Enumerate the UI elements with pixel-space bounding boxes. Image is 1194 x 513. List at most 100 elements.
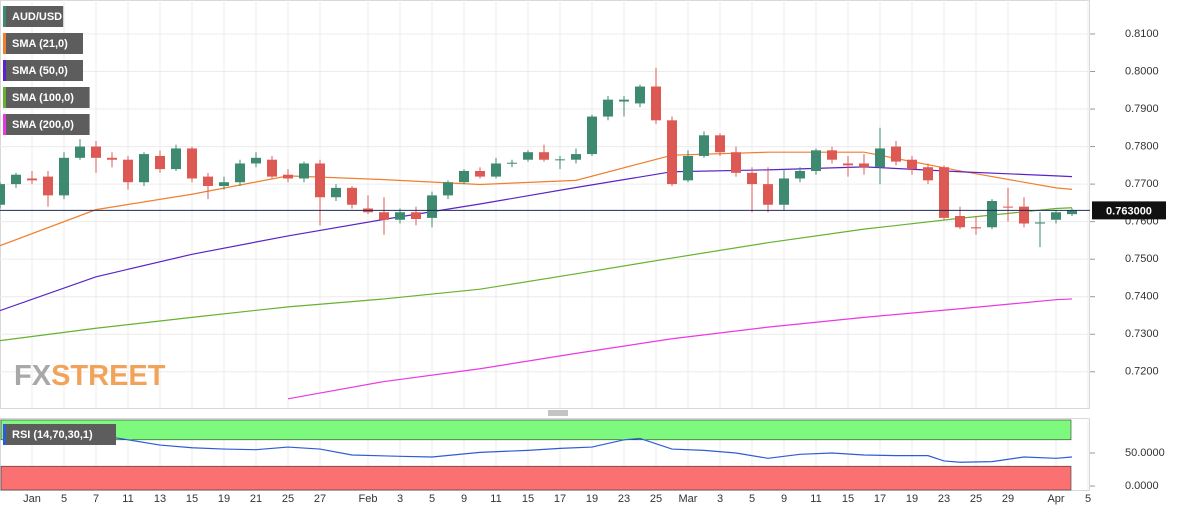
legend-label: SMA (100,0) xyxy=(12,92,74,104)
x-tick-label: 5 xyxy=(749,493,755,505)
last-price-label: 0.763000 xyxy=(1106,205,1152,217)
legend-box[interactable] xyxy=(3,6,64,27)
legend-box[interactable] xyxy=(3,424,116,445)
candle-body xyxy=(283,174,293,179)
candle-body xyxy=(203,176,213,186)
x-tick-label: 25 xyxy=(650,493,662,505)
x-tick-label: 7 xyxy=(93,493,99,505)
candle-body xyxy=(11,174,21,185)
candle-body xyxy=(795,170,805,179)
candle-body xyxy=(187,148,197,179)
legend-box[interactable] xyxy=(3,60,83,81)
legend-label: SMA (200,0) xyxy=(12,119,74,131)
candle-body xyxy=(507,162,517,164)
legend-swatch xyxy=(3,60,6,81)
candle-body xyxy=(843,163,853,166)
x-tick-label: 17 xyxy=(874,493,886,505)
legend-label: RSI (14,70,30,1) xyxy=(12,429,93,441)
x-tick-label: 5 xyxy=(1085,493,1091,505)
x-tick-label: 11 xyxy=(490,493,501,505)
legend-swatch xyxy=(3,87,6,108)
y-tick-label: 0.8100 xyxy=(1125,28,1159,40)
candle-body xyxy=(667,120,677,185)
y-tick-label: 50.0000 xyxy=(1125,447,1165,459)
x-tick-label: Jan xyxy=(23,493,41,505)
panel-resize-handle[interactable] xyxy=(548,410,568,416)
candle-body xyxy=(27,178,37,181)
x-tick-label: 3 xyxy=(717,493,723,505)
candle-body xyxy=(939,167,949,218)
candle-body xyxy=(555,159,565,161)
x-tick-label: 9 xyxy=(781,493,787,505)
x-tick-label: 3 xyxy=(397,493,403,505)
candle-body xyxy=(475,170,485,177)
candle-body xyxy=(731,152,741,173)
candle-body xyxy=(235,163,245,183)
rsi-band xyxy=(0,465,1072,491)
watermark: FXSTREET xyxy=(14,360,166,392)
candle-body xyxy=(683,155,693,181)
candle-body xyxy=(891,146,901,162)
y-tick-label: 0.7300 xyxy=(1125,328,1159,340)
candle-body xyxy=(923,167,933,181)
candle-body xyxy=(747,172,757,185)
x-tick-label: 27 xyxy=(314,493,326,505)
x-tick-label: 11 xyxy=(810,493,821,505)
candle-body xyxy=(443,182,453,196)
x-tick-label: 23 xyxy=(618,493,630,505)
candle-body xyxy=(763,184,773,205)
x-tick-label: 13 xyxy=(154,493,166,505)
y-tick-label: 0.0000 xyxy=(1125,480,1159,492)
legend-box[interactable] xyxy=(3,87,90,108)
candle-body xyxy=(491,163,501,177)
legend-swatch xyxy=(3,114,6,135)
candle-body xyxy=(0,184,5,205)
sma-line xyxy=(0,166,1073,312)
y-tick-label: 0.7400 xyxy=(1125,291,1159,303)
x-tick-label: 11 xyxy=(122,493,133,505)
candle-body xyxy=(699,135,709,156)
x-tick-label: 15 xyxy=(522,493,534,505)
candle-body xyxy=(427,195,437,218)
candle-body xyxy=(43,176,53,196)
candle-body xyxy=(955,216,965,228)
x-tick-label: Mar xyxy=(679,493,698,505)
candle-body xyxy=(315,163,325,198)
x-tick-label: 15 xyxy=(842,493,854,505)
x-tick-label: 19 xyxy=(906,493,918,505)
x-tick-label: 25 xyxy=(970,493,982,505)
candle-body xyxy=(1003,206,1013,208)
y-tick-label: 0.7700 xyxy=(1125,178,1159,190)
sma-line xyxy=(0,151,1073,247)
candle-body xyxy=(859,163,869,168)
x-tick-label: 5 xyxy=(429,493,435,505)
legend-box[interactable] xyxy=(3,33,83,54)
y-tick-label: 0.8000 xyxy=(1125,65,1159,77)
candle-body xyxy=(539,152,549,160)
x-tick-label: 25 xyxy=(282,493,294,505)
candle-body xyxy=(91,146,101,158)
y-tick-label: 0.7500 xyxy=(1125,253,1159,265)
candle-body xyxy=(1035,222,1045,224)
last-price-tag xyxy=(1092,201,1166,220)
candle-body xyxy=(1067,210,1077,215)
candle-body xyxy=(523,152,533,160)
candle-body xyxy=(299,163,309,179)
x-tick-label: 19 xyxy=(586,493,598,505)
candle-body xyxy=(827,150,837,160)
legend-swatch xyxy=(3,6,6,27)
x-tick-label: 21 xyxy=(250,493,262,505)
legend-swatch xyxy=(3,424,6,445)
candle-body xyxy=(219,182,229,186)
candle-body xyxy=(155,155,165,170)
x-tick-label: 19 xyxy=(218,493,230,505)
sma-line xyxy=(287,298,1073,400)
x-tick-label: 17 xyxy=(554,493,566,505)
candle-body xyxy=(379,212,389,220)
y-tick-label: 0.7200 xyxy=(1125,366,1159,378)
legend-box[interactable] xyxy=(3,114,90,135)
candle-body xyxy=(1051,212,1061,220)
candle-body xyxy=(123,159,133,183)
candle-body xyxy=(267,159,277,177)
